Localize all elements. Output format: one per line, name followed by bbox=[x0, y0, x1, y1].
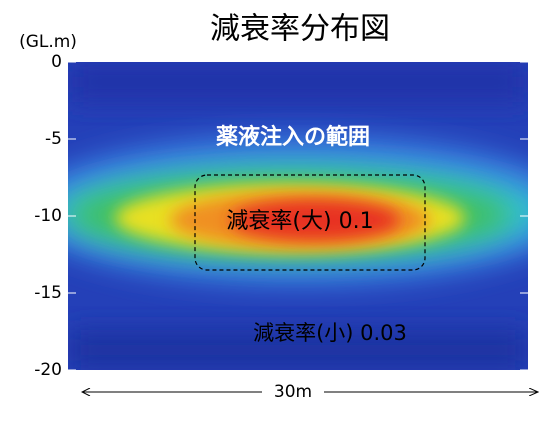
y-tick-label: 0 bbox=[51, 52, 62, 72]
annotation: 減衰率(小) 0.03 bbox=[253, 321, 407, 345]
annotation: 薬液注入の範囲 bbox=[216, 124, 370, 150]
y-axis-label: (GL.m) bbox=[19, 32, 77, 52]
annotation: 減衰率(大) 0.1 bbox=[226, 209, 373, 234]
chart-title: 減衰率分布図 bbox=[210, 12, 390, 47]
x-label-bg bbox=[262, 382, 324, 402]
y-tick-label: -10 bbox=[34, 206, 62, 226]
injection-range-box bbox=[194, 174, 426, 271]
y-tick-label: -15 bbox=[34, 283, 62, 303]
x-axis-label: 30m bbox=[274, 382, 312, 402]
y-tick-label: -5 bbox=[45, 129, 62, 149]
heatmap-field bbox=[68, 62, 528, 370]
y-tick-label: -20 bbox=[34, 360, 62, 380]
